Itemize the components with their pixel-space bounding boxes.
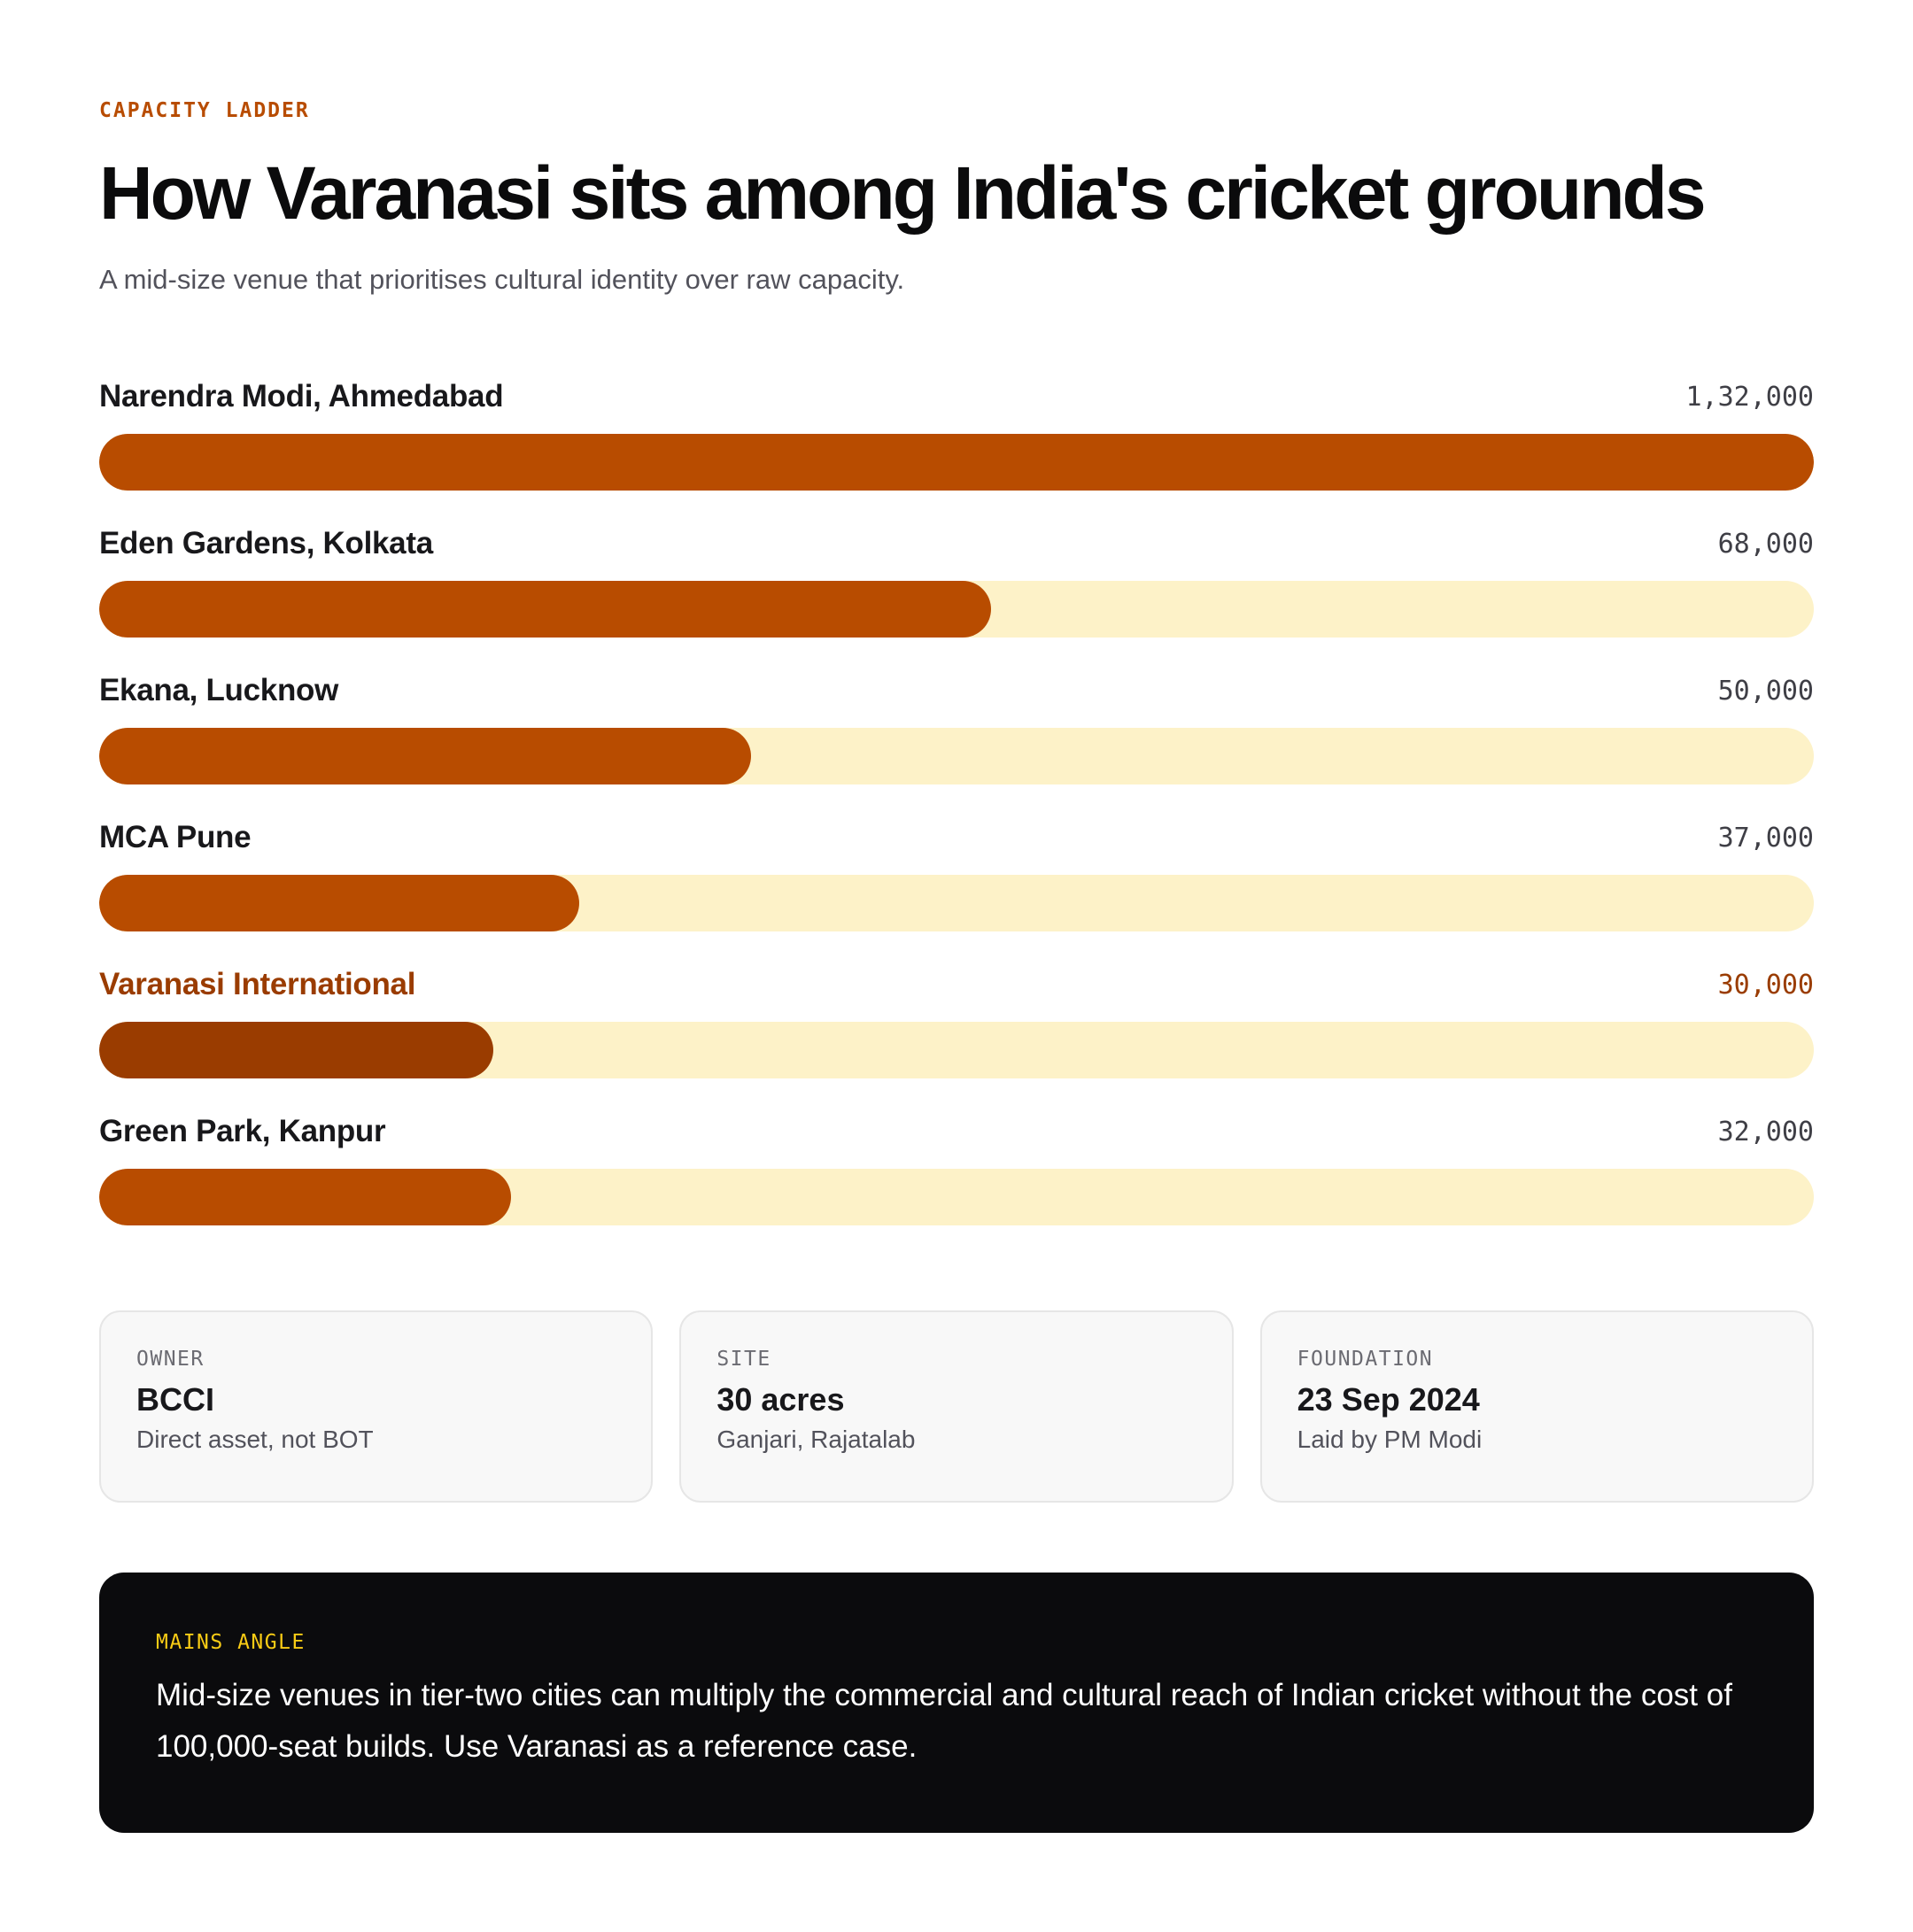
capacity-value: 50,000 [1717, 675, 1814, 707]
page-title: How Varanasi sits among India's cricket … [99, 151, 1707, 235]
bar-row: Ekana, Lucknow 50,000 [99, 669, 1814, 816]
venue-label: MCA Pune [99, 820, 252, 854]
section-kicker: CAPACITY LADDER [99, 99, 310, 122]
bar-fill [99, 434, 1814, 491]
venue-label: Varanasi International [99, 967, 416, 1001]
mains-angle-panel: MAINS ANGLE Mid-size venues in tier-two … [99, 1573, 1814, 1833]
bar-fill [99, 1022, 494, 1078]
bar-fill [99, 1169, 511, 1225]
fact-card-foundation: FOUNDATION 23 Sep 2024 Laid by PM Modi [1259, 1310, 1814, 1503]
bar-fill [99, 728, 751, 784]
bar-track [99, 434, 1814, 491]
capacity-value: 1,32,000 [1685, 381, 1815, 413]
card-value: 23 Sep 2024 [1297, 1381, 1480, 1418]
bar-row: MCA Pune 37,000 [99, 816, 1814, 963]
bar-fill [99, 581, 991, 638]
bar-track [99, 1022, 1814, 1078]
bar-track [99, 581, 1814, 638]
card-kicker: FOUNDATION [1297, 1348, 1434, 1371]
capacity-bar-chart: Narendra Modi, Ahmedabad 1,32,000 Eden G… [99, 375, 1814, 1257]
card-note: Laid by PM Modi [1297, 1426, 1483, 1453]
card-kicker: OWNER [136, 1348, 205, 1371]
card-value: BCCI [136, 1381, 214, 1418]
bar-track [99, 728, 1814, 784]
bar-row-highlighted: Varanasi International 30,000 [99, 963, 1814, 1110]
capacity-value: 68,000 [1717, 528, 1814, 560]
venue-label: Eden Gardens, Kolkata [99, 526, 433, 560]
bar-fill [99, 875, 580, 931]
bar-track [99, 875, 1814, 931]
bar-row: Narendra Modi, Ahmedabad 1,32,000 [99, 375, 1814, 522]
venue-label: Green Park, Kanpur [99, 1114, 386, 1148]
card-value: 30 acres [716, 1381, 845, 1418]
fact-card-site: SITE 30 acres Ganjari, Rajatalab [679, 1310, 1234, 1503]
card-note: Ganjari, Rajatalab [716, 1426, 916, 1453]
venue-label: Ekana, Lucknow [99, 673, 339, 707]
venue-label: Narendra Modi, Ahmedabad [99, 379, 504, 413]
card-note: Direct asset, not BOT [136, 1426, 374, 1453]
capacity-value: 37,000 [1717, 822, 1814, 854]
fact-card-owner: OWNER BCCI Direct asset, not BOT [99, 1310, 654, 1503]
bar-row: Green Park, Kanpur 32,000 [99, 1110, 1814, 1257]
bar-track [99, 1169, 1814, 1225]
capacity-value: 30,000 [1717, 969, 1814, 1001]
bar-row: Eden Gardens, Kolkata 68,000 [99, 522, 1814, 669]
card-kicker: SITE [716, 1348, 771, 1371]
fact-cards: OWNER BCCI Direct asset, not BOT SITE 30… [99, 1310, 1814, 1503]
page-subtitle: A mid-size venue that prioritises cultur… [99, 264, 905, 295]
panel-body: Mid-size venues in tier-two cities can m… [156, 1678, 1732, 1764]
capacity-value: 32,000 [1717, 1116, 1814, 1148]
panel-kicker: MAINS ANGLE [156, 1631, 306, 1654]
